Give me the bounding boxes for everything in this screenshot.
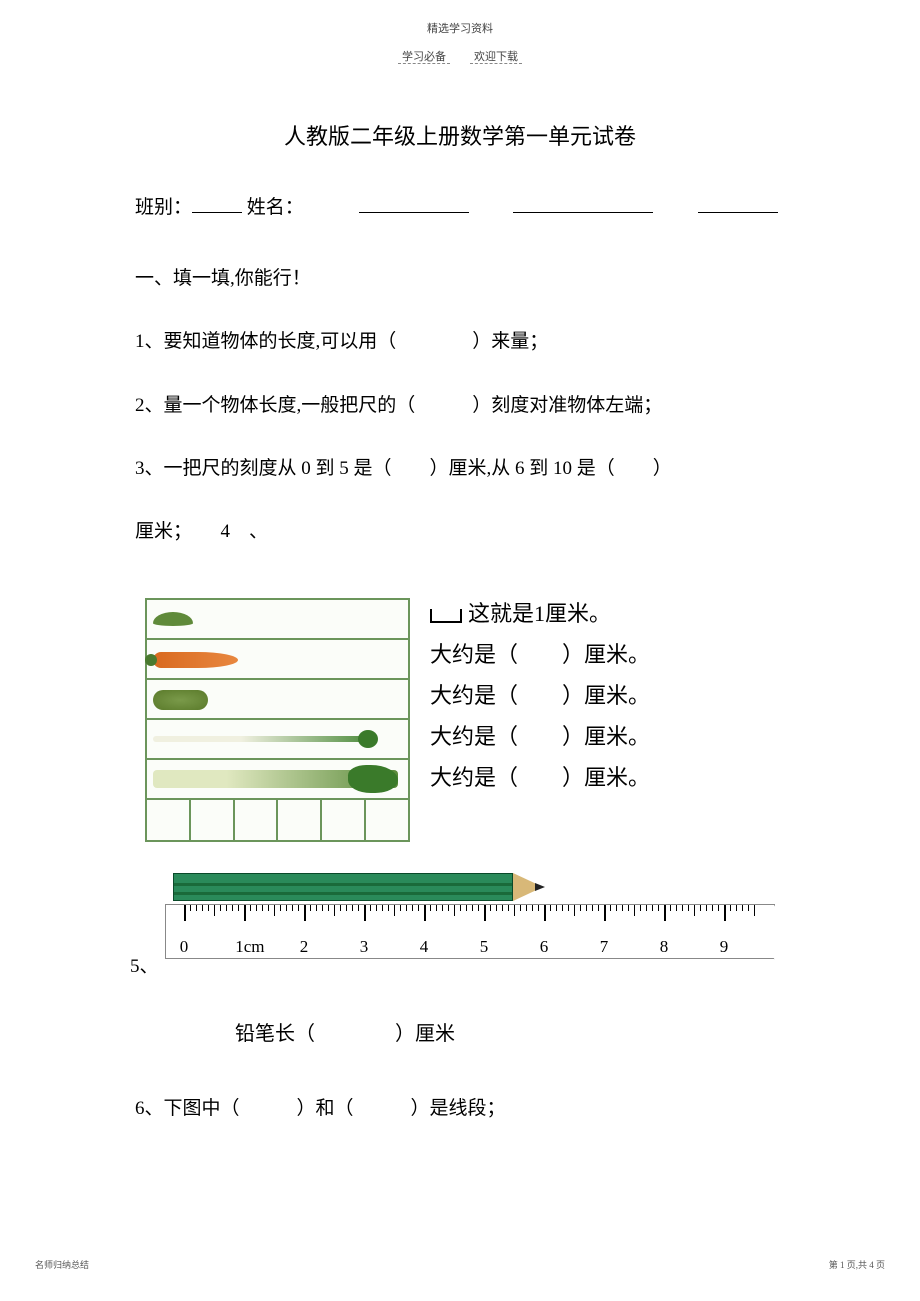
question-2: 2、量一个物体长度,一般把尺的（ ）刻度对准物体左端；	[135, 379, 785, 432]
vegetable-labels: 这就是1厘米。 大约是（ ）厘米。 大约是（ ）厘米。 大约是（ ）厘米。 大约…	[430, 593, 650, 798]
veg-label-2: 大约是（ ）厘米。	[430, 634, 650, 675]
footer-left: 名师归纳总结	[35, 1258, 89, 1271]
question-6: 6、下图中（ ）和（ ）是线段；	[135, 1082, 785, 1135]
question-3: 3、一把尺的刻度从 0 到 5 是（ ）厘米,从 6 到 10 是（ ）	[135, 442, 785, 495]
section-1-heading: 一、填一填,你能行！	[135, 252, 785, 305]
header-sub: 学习必备 欢迎下载	[0, 48, 920, 64]
header-top: 精选学习资料	[0, 0, 920, 36]
veg-label-5: 大约是（ ）厘米。	[430, 757, 650, 798]
question-5-answer: 铅笔长（ ）厘米	[235, 1006, 785, 1062]
veg-row-pea	[147, 600, 408, 640]
question-5-number: 5、	[130, 940, 159, 993]
vegetable-table	[145, 598, 410, 842]
veg-row-scallion	[147, 720, 408, 760]
veg-label-4: 大约是（ ）厘米。	[430, 716, 650, 757]
question-4-figure: 这就是1厘米。 大约是（ ）厘米。 大约是（ ）厘米。 大约是（ ）厘米。 大约…	[135, 598, 785, 848]
veg-label-3: 大约是（ ）厘米。	[430, 675, 650, 716]
question-3b: 厘米； 4 、	[135, 505, 785, 558]
class-label: 班别：	[135, 197, 192, 218]
ruler-graphic: 01cm23456789	[165, 904, 775, 959]
footer-right: 第 1 页,共 4 页	[829, 1258, 885, 1271]
veg-row-celery	[147, 760, 408, 800]
veg-ruler-row	[147, 800, 408, 840]
veg-row-cabbage	[147, 680, 408, 720]
header-right: 欢迎下载	[470, 51, 522, 64]
veg-row-carrot	[147, 640, 408, 680]
name-label: 姓名：	[247, 197, 304, 218]
class-name-row: 班别： 姓名：	[135, 181, 785, 234]
question-5-figure: 01cm23456789 5、	[135, 873, 785, 988]
question-1: 1、要知道物体的长度,可以用（ ）来量；	[135, 315, 785, 368]
cm-bracket-icon	[430, 609, 462, 623]
header-left: 学习必备	[398, 51, 450, 64]
veg-label-1: 这就是1厘米。	[468, 601, 611, 626]
pencil-graphic	[173, 873, 548, 901]
page-title: 人教版二年级上册数学第一单元试卷	[0, 119, 920, 151]
